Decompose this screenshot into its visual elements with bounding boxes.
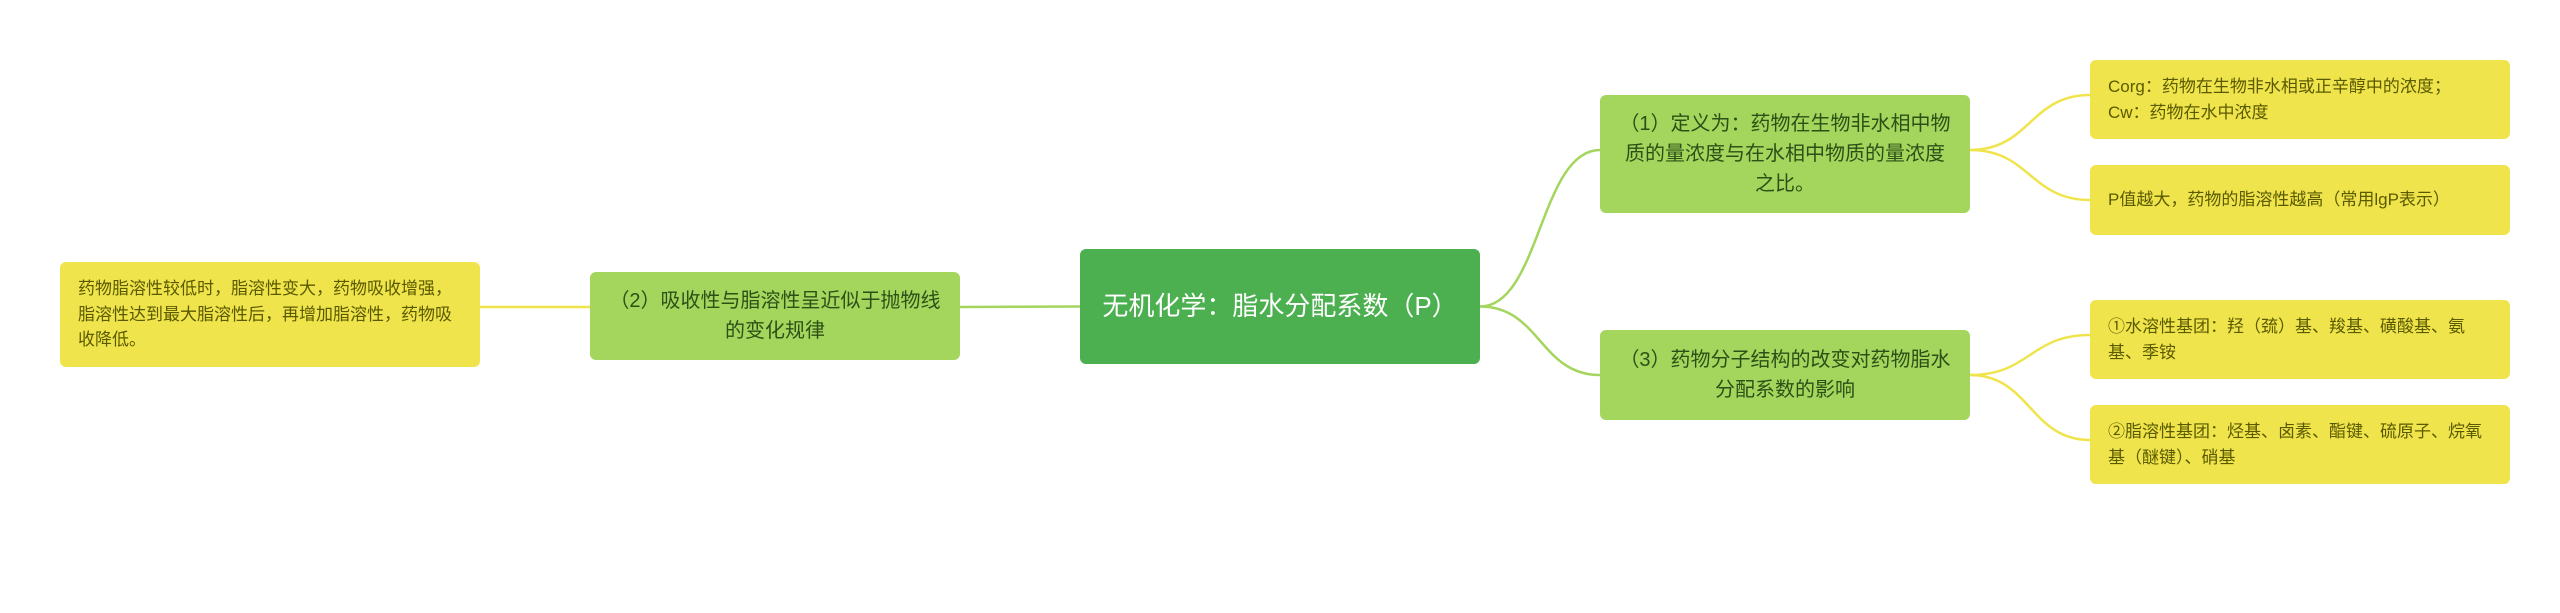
branch-definition[interactable]: （1）定义为：药物在生物非水相中物质的量浓度与在水相中物质的量浓度之比。: [1600, 95, 1970, 213]
leaf-absorption-rule[interactable]: 药物脂溶性较低时，脂溶性变大，药物吸收增强，脂溶性达到最大脂溶性后，再增加脂溶性…: [60, 262, 480, 367]
connector-line: [1970, 150, 2090, 200]
root-node[interactable]: 无机化学：脂水分配系数（P）: [1080, 249, 1480, 364]
leaf-lipophilic-groups[interactable]: ②脂溶性基团：烃基、卤素、酯键、硫原子、烷氧基（醚键）、硝基: [2090, 405, 2510, 484]
connector-line: [1480, 150, 1600, 307]
branch-structure-effect[interactable]: （3）药物分子结构的改变对药物脂水分配系数的影响: [1600, 330, 1970, 420]
leaf-hydrophilic-groups[interactable]: ①水溶性基团：羟（巯）基、羧基、磺酸基、氨基、季铵: [2090, 300, 2510, 379]
connector-line: [1480, 307, 1600, 376]
connector-line: [960, 307, 1080, 308]
connector-line: [1970, 375, 2090, 440]
leaf-p-value[interactable]: P值越大，药物的脂溶性越高（常用lgP表示）: [2090, 165, 2510, 235]
connector-line: [1970, 335, 2090, 375]
connector-line: [1970, 95, 2090, 150]
leaf-corg-cw[interactable]: Corg：药物在生物非水相或正辛醇中的浓度；Cw：药物在水中浓度: [2090, 60, 2510, 139]
branch-absorption[interactable]: （2）吸收性与脂溶性呈近似于抛物线的变化规律: [590, 272, 960, 360]
